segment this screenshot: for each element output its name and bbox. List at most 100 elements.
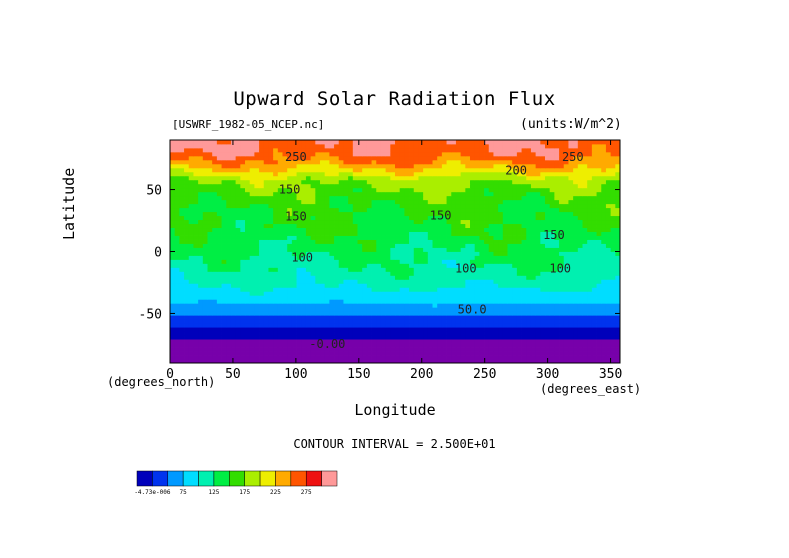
heatmap-cell — [254, 267, 260, 272]
heatmap-cell — [563, 239, 569, 244]
heatmap-cell — [380, 351, 387, 356]
heatmap-cell — [427, 339, 433, 344]
heatmap-cell — [596, 331, 602, 336]
heatmap-cell — [591, 323, 597, 328]
heatmap-cell — [409, 267, 415, 272]
heatmap-cell — [207, 355, 213, 360]
heatmap-cell — [301, 183, 307, 189]
heatmap-cell — [404, 175, 410, 181]
heatmap-cell — [502, 327, 508, 332]
heatmap-cell — [235, 195, 241, 201]
heatmap-cell — [259, 183, 265, 189]
heatmap-cell — [470, 295, 476, 300]
heatmap-cell — [301, 355, 307, 360]
heatmap-cell — [423, 207, 429, 213]
heatmap-cell — [554, 327, 560, 332]
heatmap-cell — [512, 315, 518, 320]
heatmap-cell — [601, 271, 607, 276]
heatmap-cell — [170, 183, 176, 189]
heatmap-cell — [535, 155, 541, 161]
heatmap-cell — [399, 215, 405, 221]
heatmap-cell — [498, 339, 504, 344]
heatmap-cell — [198, 315, 204, 320]
heatmap-cell — [235, 179, 241, 185]
heatmap-cell — [484, 179, 490, 185]
heatmap-cell — [352, 199, 358, 205]
heatmap-cell — [404, 211, 410, 217]
heatmap-cell — [268, 255, 274, 260]
heatmap-cell — [516, 275, 522, 280]
heatmap-cell — [559, 291, 565, 296]
heatmap-cell — [357, 239, 363, 244]
heatmap-cell — [282, 167, 288, 173]
heatmap-cell — [512, 235, 518, 240]
heatmap-cell — [610, 251, 616, 256]
heatmap-cell — [170, 223, 176, 229]
heatmap-cell — [601, 223, 607, 229]
heatmap-cell — [437, 275, 443, 280]
heatmap-cell — [470, 351, 476, 356]
heatmap-cell — [184, 279, 190, 284]
heatmap-cell — [287, 335, 293, 340]
heatmap-cell — [343, 171, 349, 177]
heatmap-cell — [615, 199, 621, 205]
heatmap-cell — [385, 207, 391, 213]
heatmap-cell — [184, 215, 190, 221]
heatmap-cell — [474, 207, 480, 213]
heatmap-cell — [432, 267, 438, 272]
heatmap-cell — [399, 239, 405, 244]
heatmap-cell — [479, 271, 485, 276]
heatmap-cell — [568, 215, 574, 221]
heatmap-cell — [437, 155, 443, 161]
heatmap-cell — [362, 183, 368, 189]
heatmap-cell — [418, 295, 424, 300]
heatmap-cell — [610, 163, 616, 169]
heatmap-cell — [324, 267, 330, 272]
heatmap-cell — [296, 235, 302, 240]
heatmap-cell — [254, 331, 260, 336]
heatmap-cell — [427, 175, 433, 181]
heatmap-cell — [268, 323, 274, 328]
heatmap-cell — [549, 319, 555, 324]
heatmap-cell — [334, 327, 340, 332]
heatmap-cell — [563, 243, 569, 248]
heatmap-cell — [249, 303, 255, 308]
heatmap-cell — [184, 203, 190, 209]
heatmap-cell — [521, 175, 527, 181]
heatmap-cell — [601, 327, 607, 332]
heatmap-cell — [563, 323, 569, 328]
heatmap-cell — [324, 215, 330, 221]
heatmap-cell — [245, 335, 251, 340]
heatmap-cell — [179, 175, 185, 181]
heatmap-cell — [320, 195, 326, 201]
heatmap-cell — [380, 215, 387, 221]
heatmap-cell — [245, 231, 251, 236]
heatmap-cell — [596, 167, 602, 173]
heatmap-cell — [329, 283, 335, 288]
heatmap-cell — [221, 275, 227, 280]
heatmap-cell — [563, 303, 569, 308]
heatmap-cell — [320, 343, 326, 348]
heatmap-cell — [282, 155, 288, 161]
heatmap-cell — [530, 187, 537, 193]
heatmap-cell — [291, 155, 297, 161]
heatmap-cell — [540, 239, 546, 244]
heatmap-cell — [432, 223, 438, 229]
heatmap-cell — [240, 231, 246, 236]
heatmap-cell — [240, 163, 246, 169]
heatmap-cell — [305, 191, 312, 197]
heatmap-cell — [530, 295, 537, 300]
heatmap-cell — [282, 195, 288, 201]
heatmap-cell — [413, 179, 419, 185]
heatmap-cell — [352, 195, 358, 201]
heatmap-cell — [577, 247, 583, 252]
heatmap-cell — [334, 299, 340, 304]
heatmap-cell — [470, 283, 476, 288]
heatmap-cell — [301, 163, 307, 169]
heatmap-cell — [498, 331, 504, 336]
heatmap-cell — [512, 279, 518, 284]
heatmap-cell — [273, 183, 279, 189]
heatmap-cell — [526, 215, 532, 221]
heatmap-cell — [198, 159, 204, 165]
heatmap-cell — [352, 263, 358, 268]
